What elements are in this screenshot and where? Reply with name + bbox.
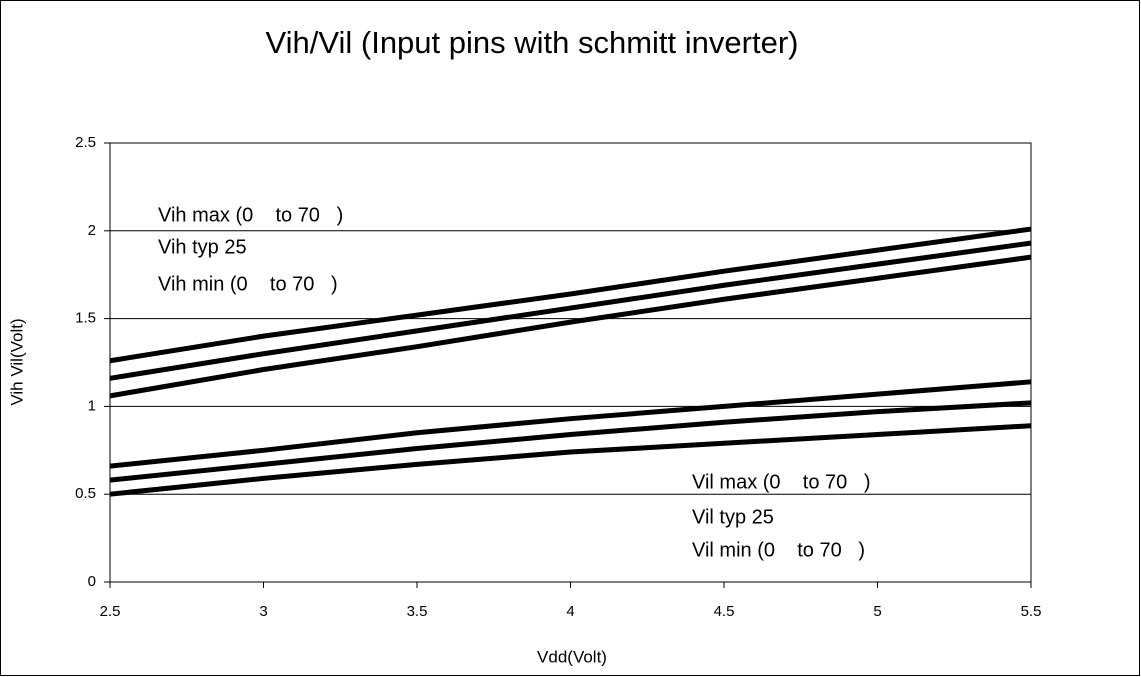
line	[109, 226, 1032, 364]
series-label: Vih min (0 to 70 )	[158, 273, 338, 295]
y-tick-label: 2	[88, 222, 96, 239]
x-axis-label: Vdd(Volt)	[537, 647, 607, 666]
x-tick-label: 2.5	[100, 603, 121, 620]
series-label: Vil min (0 to 70 )	[692, 539, 865, 561]
chart-title: Vih/Vil (Input pins with schmitt inverte…	[266, 25, 799, 60]
x-tick-label: 5.5	[1021, 603, 1042, 620]
y-tick-label: 0	[88, 573, 96, 590]
series-label: Vil typ 25	[692, 506, 774, 528]
line	[109, 379, 1032, 469]
y-axis-label: Vih Vil(Volt)	[7, 318, 26, 405]
series-label: Vih max (0 to 70 )	[158, 204, 343, 226]
y-tick-label: 0.5	[75, 485, 96, 502]
x-tick-label: 5	[873, 603, 881, 620]
line	[109, 400, 1032, 483]
plot-frame	[109, 142, 1032, 583]
y-tick-label: 2.5	[75, 134, 96, 151]
y-tick-label: 1.5	[75, 310, 96, 327]
line	[109, 254, 1032, 399]
line	[109, 240, 1032, 381]
line	[109, 423, 1032, 497]
x-tick-label: 4	[566, 603, 574, 620]
x-tick-label: 4.5	[714, 603, 735, 620]
x-tick-label: 3	[259, 603, 267, 620]
series-label: Vil max (0 to 70 )	[692, 471, 871, 493]
series-label: Vih typ 25	[158, 236, 247, 258]
x-tick-label: 3.5	[407, 603, 428, 620]
y-tick-label: 1	[88, 397, 96, 414]
